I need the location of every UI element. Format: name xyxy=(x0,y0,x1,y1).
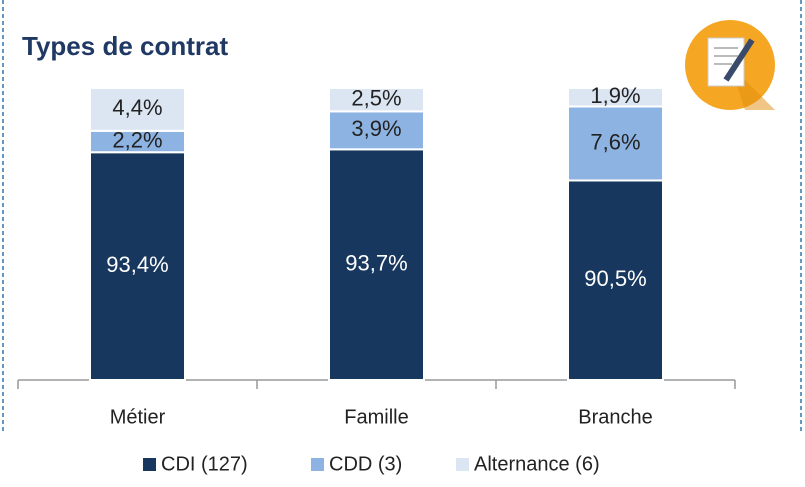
icon xyxy=(685,20,775,110)
x-tick-label: Métier xyxy=(110,406,166,428)
data-label: 4,4% xyxy=(112,95,162,120)
legend-swatch xyxy=(311,458,324,471)
chart-title: Types de contrat xyxy=(22,31,228,61)
data-label: 2,5% xyxy=(351,85,401,110)
legend-label: CDD (3) xyxy=(329,453,402,475)
legend-swatch xyxy=(456,458,469,471)
data-label: 93,7% xyxy=(345,250,407,275)
bar-segment xyxy=(567,87,664,108)
legend-swatch xyxy=(143,458,156,471)
data-label: 7,6% xyxy=(590,129,640,154)
bar-segment xyxy=(567,179,664,381)
legend-label: CDI (127) xyxy=(161,453,248,475)
data-label: 1,9% xyxy=(590,83,640,108)
bar-segment xyxy=(567,105,664,182)
data-label: 90,5% xyxy=(584,266,646,291)
bar-segment xyxy=(328,148,425,381)
bar-segment xyxy=(328,110,425,151)
x-tick-label: Famille xyxy=(344,406,408,428)
bar-segment xyxy=(89,87,186,132)
bar-segment xyxy=(328,87,425,113)
data-label: 3,9% xyxy=(351,116,401,141)
x-tick-label: Branche xyxy=(578,406,653,428)
data-label: 93,4% xyxy=(106,252,168,277)
legend-label: Alternance (6) xyxy=(474,453,600,475)
